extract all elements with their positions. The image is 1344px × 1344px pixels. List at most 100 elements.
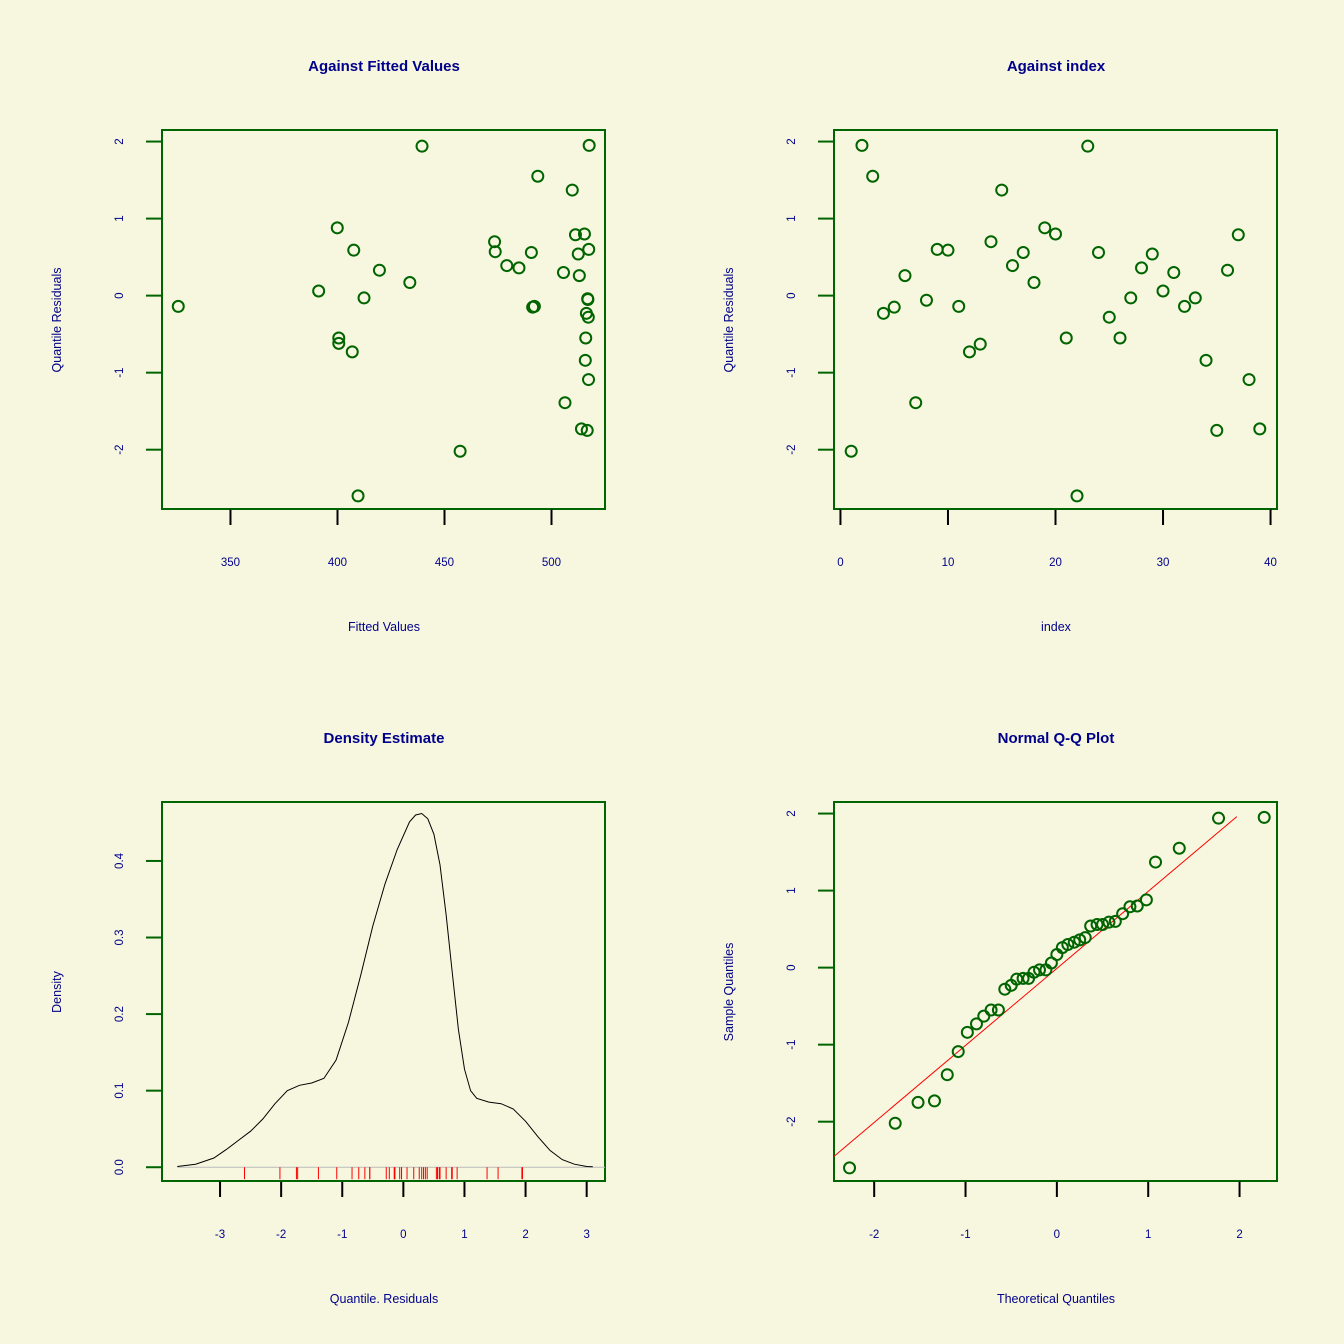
data-point [1084,919,1098,933]
data-point [578,353,592,367]
x-tick-label: -3 [215,1229,225,1241]
x-axis-label: Theoretical Quantiles [997,1292,1115,1306]
data-point [581,292,595,306]
data-point [1016,971,1030,985]
x-tick-label: -1 [337,1229,347,1241]
data-point [1096,917,1110,931]
data-point [1257,810,1271,824]
data-point [579,331,593,345]
y-tick-label: 0 [786,964,798,970]
data-point [171,299,185,313]
data-point [1059,331,1073,345]
plot-area: 350 400 450 500 -2 -1 0 1 2 [114,129,606,569]
data-point [1167,266,1181,280]
data-point [1081,139,1095,153]
y-tick-label: 2 [786,138,798,144]
data-point [568,228,582,242]
x-axis-label: Fitted Values [348,620,420,634]
data-point [453,444,467,458]
x-tick-label: -2 [869,1229,879,1241]
x-tick-label: 40 [1264,557,1277,569]
x-tick-label: 2 [1236,1229,1242,1241]
data-point [898,269,912,283]
data-point [1221,263,1235,277]
data-point [1049,227,1062,241]
data-point [940,1068,954,1082]
data-point [995,183,1009,197]
x-tick-label: 20 [1049,557,1062,569]
x-tick-label: 0 [1054,1229,1060,1241]
data-point [577,227,591,241]
data-point [351,489,365,503]
data-point [919,293,933,307]
x-tick-label: 450 [435,557,454,569]
data-point [855,138,869,152]
y-tick-label: 1 [114,215,126,221]
x-tick-label: 3 [583,1229,589,1241]
data-point [1135,261,1149,275]
data-point [527,299,541,313]
y-tick-label: 0 [114,292,126,298]
data-point [973,337,987,351]
y-tick-label: 2 [114,138,126,144]
data-point [1090,917,1104,931]
data-point [1130,899,1144,913]
y-tick-label: -2 [786,445,798,455]
data-point [876,306,890,320]
plot-area: -3 -2 -1 0 1 2 3 0.0 0.1 0.2 0.3 0.4 [114,801,606,1241]
panel-density: Density Estimate Quantile. Residuals Den… [50,730,606,1306]
data-point [1212,811,1226,825]
data-point [1172,841,1186,855]
data-point [357,291,371,305]
x-tick-label: 1 [461,1229,467,1241]
data-point [347,243,361,257]
data-point [582,138,596,152]
data-point [571,247,585,261]
y-tick-label: 0.0 [114,1159,126,1175]
x-tick-label: 400 [328,557,347,569]
plot-frame [161,801,606,1182]
data-point [512,261,526,275]
data-point [1199,353,1213,367]
panel-qq: Normal Q-Q Plot Theoretical Quantiles Sa… [722,730,1278,1306]
y-tick-label: 0.4 [114,852,126,869]
x-tick-label: 0 [400,1229,406,1241]
y-tick-label: -2 [114,445,126,455]
plot-frame [833,129,1278,510]
y-tick-label: -1 [786,1040,798,1050]
data-point [1078,931,1092,945]
data-point [909,396,923,410]
data-point [843,1161,857,1175]
y-tick-label: 2 [786,810,798,816]
y-axis-label: Quantile Residuals [50,268,64,373]
data-point [1124,291,1138,305]
data-point [927,1094,941,1108]
data-point [500,259,514,273]
data-point [572,269,586,283]
panel-title: Against Fitted Values [308,58,460,75]
x-tick-label: 2 [522,1229,528,1241]
data-point [887,300,901,314]
data-point [960,1025,974,1039]
data-point [1242,373,1256,387]
data-point [1210,423,1224,437]
data-point [1061,938,1075,952]
data-point [1231,228,1245,242]
data-point [415,139,429,153]
plot-area: 0 10 20 30 40 -2 -1 0 1 2 [786,129,1278,569]
data-point [372,263,386,277]
data-point [952,299,966,313]
x-tick-label: 350 [221,557,240,569]
data-point [911,1095,925,1109]
y-axis-label: Sample Quantiles [722,943,736,1042]
panel-title: Density Estimate [324,730,445,747]
data-point [1092,245,1106,259]
data-point [1038,221,1052,235]
data-point [345,345,359,359]
data-point [1033,963,1047,977]
x-tick-label: 30 [1157,557,1170,569]
data-point [403,276,417,290]
data-point [582,242,596,256]
panel-index: Against index index Quantile Residuals 0… [722,58,1278,634]
data-point [984,235,998,249]
